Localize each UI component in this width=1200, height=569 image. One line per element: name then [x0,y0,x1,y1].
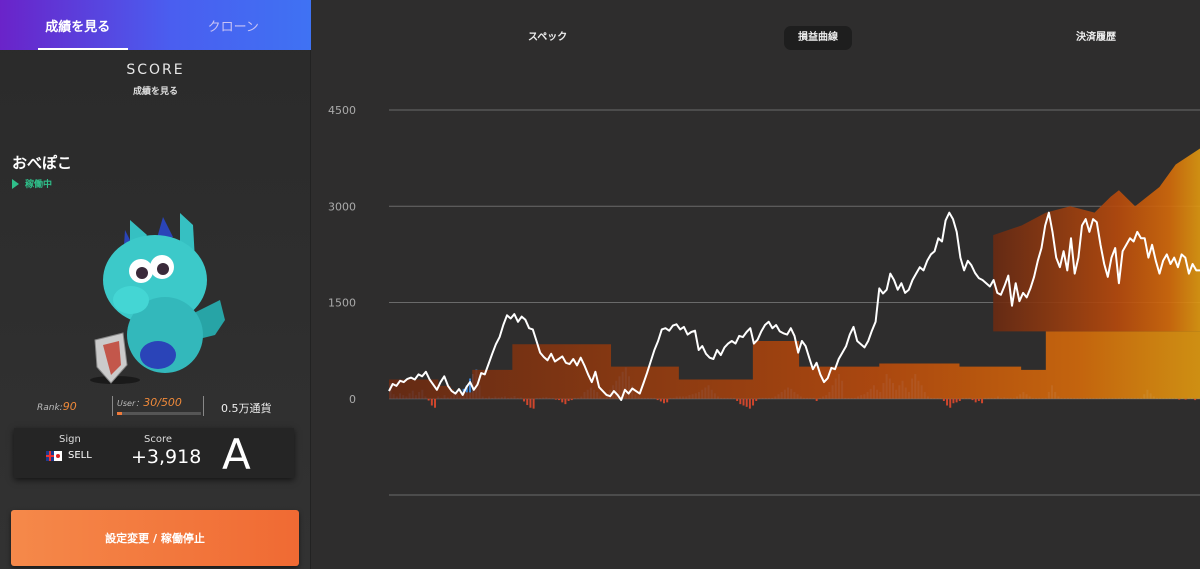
trade-bar [558,398,561,401]
score-header: SCORE 成績を見る [0,62,311,97]
trade-bar [427,398,430,401]
trade-bar [561,398,564,403]
rank-label: Rank: [37,403,63,413]
y-tick-label: 3000 [328,200,356,213]
trade-bar [755,398,758,401]
pnl-chart-svg: 4500 3000 1500 0 [328,104,1200,496]
trade-bar [523,398,526,402]
y-tick-label: 1500 [328,297,356,310]
trade-bar [736,398,739,401]
y-tick-label: 0 [349,393,356,406]
trade-bar [981,398,984,404]
trade-bar [666,398,669,403]
settings-stop-button[interactable]: 設定変更 / 稼働停止 [11,510,299,566]
sign-label: Sign [59,434,81,445]
trade-bar [971,398,974,401]
trade-bar [955,398,958,403]
trade-bar [946,398,949,406]
trade-bar [564,398,567,405]
trade-bar [742,398,745,406]
trade-bar [949,398,952,408]
cumulative-area [389,331,1200,399]
score-label: Score [144,434,173,445]
play-icon [12,178,19,189]
trade-bar [659,398,662,402]
score-title: SCORE [126,62,185,78]
equity-line [388,211,1200,401]
trade-bar [656,398,659,401]
trade-bar [958,398,961,401]
trade-bar [815,398,818,401]
tab-performance[interactable]: 成績を見る [0,0,156,50]
trade-bar [952,398,955,404]
user-label-text: User： [117,399,144,408]
trade-bar [465,385,468,399]
trade-bar [739,398,742,405]
user-progress-bar [117,412,201,415]
tab-clone[interactable]: クローン [207,19,259,35]
chart-tab-bar: スペック 損益曲線 決済履歴 [312,26,1200,50]
bot-name: おべぽこ [12,154,73,172]
trade-bar [663,398,665,404]
mascot-character [90,213,225,384]
trade-bar [529,398,532,408]
tab-spec[interactable]: スペック [528,32,568,43]
trade-bar [942,398,945,401]
grade-badge: A [222,430,251,479]
score-value: +3,918 [131,446,202,468]
trade-bar [748,398,751,409]
trade-bar [526,398,529,406]
trade-bar [752,398,755,406]
trade-bar [974,398,977,403]
stats-row: Rank:90 User：30/500 0.5万通貨 [30,396,300,418]
trade-bar [1184,398,1187,400]
left-panel: 成績を見る クローン SCORE 成績を見る おべぽこ 稼働中 Rank:90 [0,0,311,569]
y-tick-label: 4500 [328,104,356,117]
trade-bar [977,398,980,401]
trade-bar [532,398,535,409]
left-tab-bar: 成績を見る クローン [0,0,311,50]
trade-bar [469,378,471,399]
tab-pnl-curve[interactable]: 損益曲線 [784,26,852,50]
trade-bar [554,398,557,400]
sign-direction: SELL [68,450,92,461]
trade-bar [1178,398,1181,400]
rank: Rank:90 [37,400,77,413]
tab-trade-history[interactable]: 決済履歴 [1076,32,1116,43]
bot-status: 稼働中 [12,177,52,190]
rank-value: 90 [62,400,77,413]
currency-amount: 0.5万通貨 [221,402,272,415]
signal-card: Sign SELL Score +3,918 A [14,428,294,479]
trade-bar [745,398,748,407]
y-axis: 4500 3000 1500 0 [328,104,356,406]
cumulative-area-upper [993,148,1200,332]
trade-bar [570,398,573,401]
user-value: 30/500 [143,396,182,409]
gbpjpy-flag-icon [46,450,62,461]
trade-bar [567,398,570,401]
score-subtitle: 成績を見る [132,87,178,97]
trade-bar [1194,398,1197,401]
user-label: User：30/500 [117,396,203,409]
sign-value: SELL [46,450,92,461]
trade-bar [434,398,437,408]
pnl-chart: 4500 3000 1500 0 [312,60,1200,569]
user-progress-fill [117,412,123,415]
bot-status-label: 稼働中 [25,180,53,190]
user-count: User：30/500 [112,396,204,416]
trade-bar [430,398,433,406]
